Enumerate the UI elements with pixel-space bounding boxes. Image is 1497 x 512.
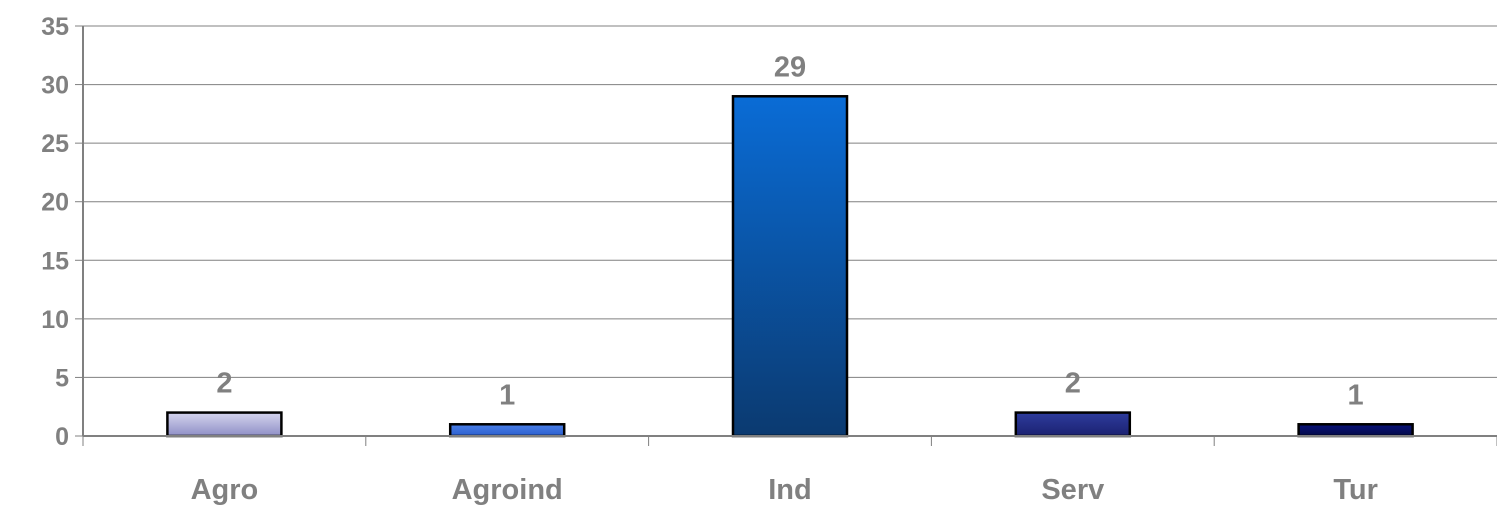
y-tick-label: 5	[55, 364, 69, 392]
axes: 0 5 10 15 20 25 30 35 Agro Agroind Ind Serv Tur	[41, 13, 1497, 506]
data-label: 2	[216, 368, 232, 400]
y-tick-label: 30	[41, 72, 69, 100]
bar-agro	[166, 411, 283, 438]
y-tick-label: 25	[41, 130, 69, 158]
x-tick-label: Ind	[768, 474, 812, 506]
data-label: 29	[774, 51, 806, 83]
data-label: 1	[1348, 379, 1364, 411]
x-tick-label: Serv	[1041, 474, 1104, 506]
x-tick-label: Agroind	[452, 474, 563, 506]
y-tick-label: 35	[41, 13, 69, 41]
data-labels: 2 1 29 2 1	[216, 51, 1363, 411]
bar-agroind	[448, 423, 566, 438]
bars	[166, 95, 1414, 438]
y-tick-label: 15	[41, 247, 69, 275]
bar-tur	[1297, 423, 1414, 438]
y-tick-label: 20	[41, 189, 69, 217]
bar-serv	[1014, 411, 1132, 438]
x-tick-label: Agro	[191, 474, 259, 506]
data-label: 2	[1065, 368, 1081, 400]
bar-ind	[731, 95, 849, 438]
y-tick-label: 10	[41, 306, 69, 334]
data-label: 1	[499, 379, 515, 411]
y-tick-label: 0	[55, 423, 69, 451]
x-tick-label: Tur	[1333, 474, 1378, 506]
